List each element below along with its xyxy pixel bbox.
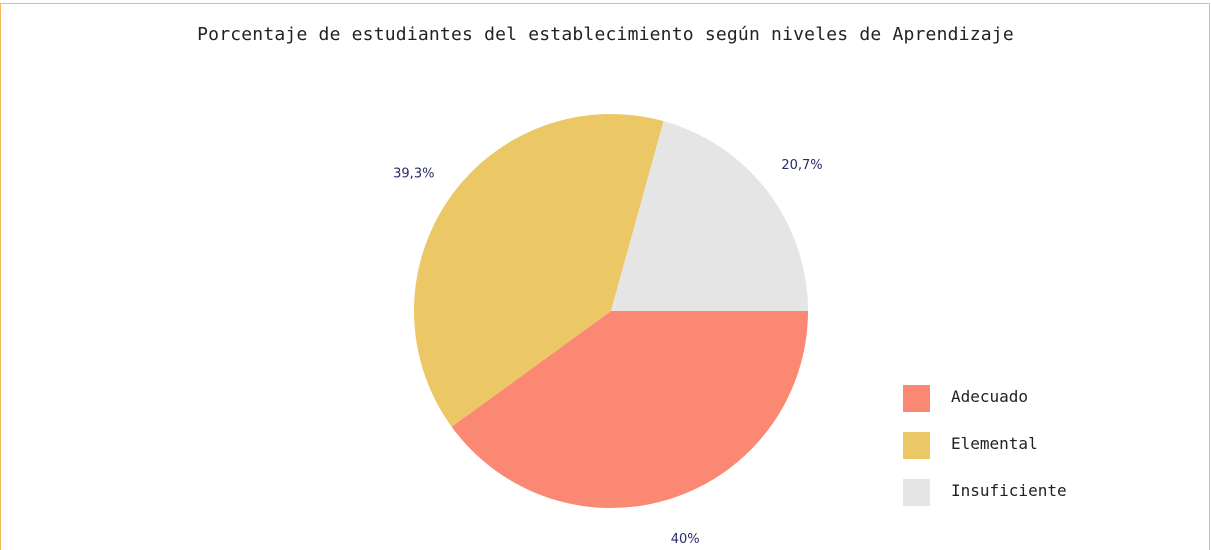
- chart-frame: [0, 3, 1210, 550]
- legend-label-insuficiente: Insuficiente: [951, 481, 1067, 500]
- legend-swatch-elemental: [903, 432, 930, 459]
- legend-label-adecuado: Adecuado: [951, 387, 1029, 406]
- legend-item-insuficiente: Insuficiente: [903, 479, 1067, 526]
- pie-slice-elemental: [414, 114, 664, 427]
- legend-swatch-adecuado: [903, 385, 930, 412]
- pie-slice-adecuado: [451, 311, 809, 509]
- pie-slices: [414, 114, 809, 509]
- pie-labels: 40% 39,3% 20,7%: [393, 158, 823, 547]
- chart-legend: Adecuado Elemental Insuficiente: [903, 385, 1067, 526]
- pie-label-insuficiente: 20,7%: [781, 158, 822, 173]
- pie-slice-insuficiente: [611, 121, 808, 312]
- chart-title: Porcentaje de estudiantes del establecim…: [197, 24, 1014, 45]
- legend-swatch-insuficiente: [903, 479, 930, 506]
- legend-item-adecuado: Adecuado: [903, 385, 1067, 432]
- legend-label-elemental: Elemental: [951, 434, 1038, 453]
- pie-label-elemental: 39,3%: [393, 167, 434, 182]
- pie-label-adecuado: 40%: [671, 532, 700, 547]
- legend-item-elemental: Elemental: [903, 432, 1067, 479]
